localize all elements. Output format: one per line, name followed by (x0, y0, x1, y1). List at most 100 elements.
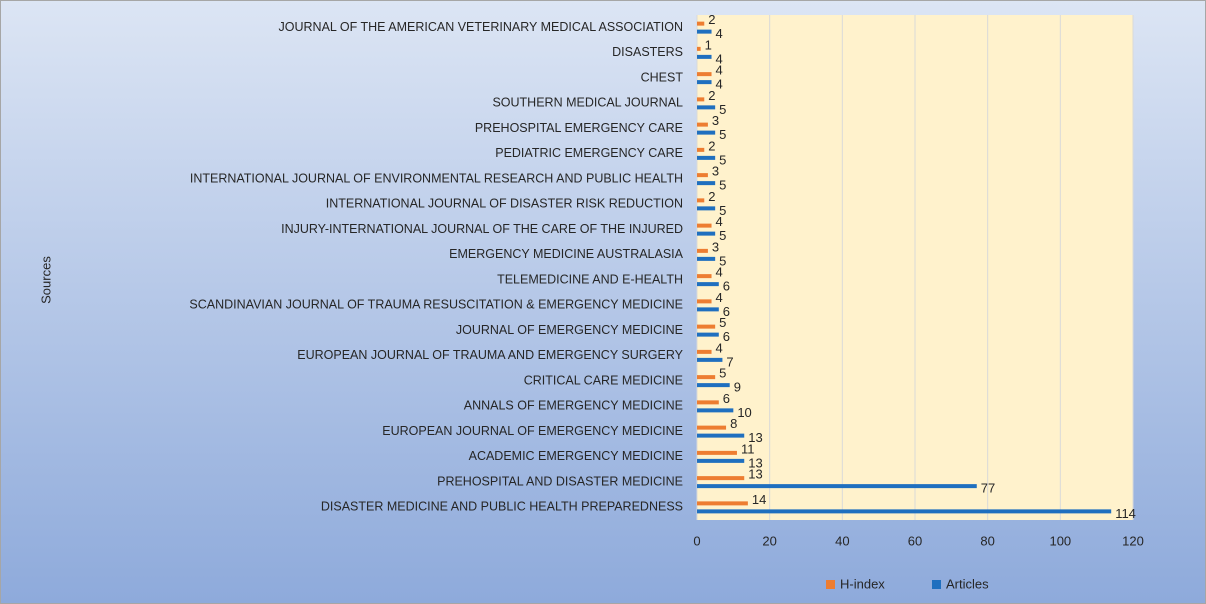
y-tick-label: CHEST (641, 70, 684, 84)
bar (697, 484, 977, 489)
bar (697, 46, 701, 51)
bar (697, 29, 712, 34)
bar (697, 400, 719, 405)
data-label: 5 (719, 366, 726, 381)
legend-label: H-index (840, 576, 885, 591)
y-tick-label: EUROPEAN JOURNAL OF EMERGENCY MEDICINE (382, 424, 683, 438)
data-label: 1 (705, 37, 712, 52)
bar (697, 155, 716, 160)
bar (697, 349, 712, 354)
bar (697, 408, 734, 413)
data-label: 5 (719, 203, 726, 218)
bar (697, 458, 745, 463)
data-label: 3 (712, 164, 719, 179)
data-label: 6 (723, 279, 730, 294)
bar (697, 223, 712, 228)
data-label: 6 (723, 391, 730, 406)
bar (697, 383, 730, 388)
y-tick-label: JOURNAL OF EMERGENCY MEDICINE (456, 323, 683, 337)
bar (697, 72, 712, 77)
data-label: 4 (716, 77, 723, 92)
data-label: 4 (716, 340, 723, 355)
data-label: 5 (719, 228, 726, 243)
data-label: 114 (1115, 506, 1136, 521)
bar (697, 299, 712, 304)
data-label: 3 (712, 113, 719, 128)
y-tick-label: PEDIATRIC EMERGENCY CARE (495, 146, 683, 160)
bar (697, 433, 745, 438)
bar (697, 509, 1112, 514)
y-tick-label: SOUTHERN MEDICAL JOURNAL (492, 96, 683, 110)
data-label: 2 (708, 189, 715, 204)
bar (697, 307, 719, 312)
legend-label: Articles (946, 576, 989, 591)
bar (697, 80, 712, 85)
legend-swatch (826, 580, 835, 589)
bar (697, 274, 712, 279)
data-label: 4 (716, 51, 723, 66)
bar (697, 248, 708, 253)
bar (697, 181, 716, 186)
y-tick-label: INTERNATIONAL JOURNAL OF DISASTER RISK R… (326, 197, 683, 211)
y-tick-label: DISASTER MEDICINE AND PUBLIC HEALTH PREP… (321, 500, 683, 514)
bar (697, 206, 716, 211)
bar (697, 256, 716, 261)
legend-swatch (932, 580, 941, 589)
data-label: 5 (719, 253, 726, 268)
bar (697, 105, 716, 110)
bar (697, 198, 705, 203)
y-tick-label: CRITICAL CARE MEDICINE (524, 373, 683, 387)
y-tick-label: INJURY-INTERNATIONAL JOURNAL OF THE CARE… (281, 222, 683, 236)
bar (697, 97, 705, 102)
bar (697, 375, 716, 380)
y-tick-label: INTERNATIONAL JOURNAL OF ENVIRONMENTAL R… (190, 171, 683, 185)
y-axis-title: Sources (38, 256, 53, 304)
bar (697, 425, 727, 430)
bar (697, 450, 737, 455)
y-tick-label: EUROPEAN JOURNAL OF TRAUMA AND EMERGENCY… (297, 348, 683, 362)
x-tick-label: 20 (762, 533, 776, 548)
data-label: 6 (723, 304, 730, 319)
x-tick-label: 120 (1122, 533, 1144, 548)
bar (697, 130, 716, 135)
data-label: 7 (726, 354, 733, 369)
bar (697, 122, 708, 127)
data-label: 5 (719, 152, 726, 167)
bar (697, 21, 705, 26)
data-label: 5 (719, 178, 726, 193)
bar (697, 476, 745, 481)
y-tick-label: TELEMEDICINE AND E-HEALTH (497, 272, 683, 286)
data-label: 10 (737, 405, 751, 420)
y-tick-label: ANNALS OF EMERGENCY MEDICINE (464, 399, 683, 413)
y-tick-label: JOURNAL OF THE AMERICAN VETERINARY MEDIC… (279, 20, 683, 34)
bar (697, 282, 719, 287)
data-label: 5 (719, 102, 726, 117)
data-label: 9 (734, 380, 741, 395)
data-label: 4 (716, 63, 723, 78)
bar (697, 231, 716, 236)
y-tick-label: SCANDINAVIAN JOURNAL OF TRAUMA RESUSCITA… (189, 298, 683, 312)
data-label: 14 (752, 492, 766, 507)
data-label: 8 (730, 416, 737, 431)
bar (697, 332, 719, 337)
data-label: 5 (719, 127, 726, 142)
data-label: 13 (748, 455, 762, 470)
data-label: 4 (716, 290, 723, 305)
data-label: 4 (716, 265, 723, 280)
bar (697, 173, 708, 178)
data-label: 13 (748, 467, 762, 482)
x-tick-label: 80 (980, 533, 994, 548)
data-label: 4 (716, 26, 723, 41)
data-label: 5 (719, 315, 726, 330)
y-tick-label: EMERGENCY MEDICINE AUSTRALASIA (449, 247, 684, 261)
y-tick-label: DISASTERS (612, 45, 683, 59)
bar (697, 357, 723, 362)
data-label: 13 (748, 430, 762, 445)
x-tick-label: 100 (1049, 533, 1071, 548)
bar (697, 54, 712, 59)
data-label: 11 (741, 441, 755, 456)
data-label: 2 (708, 138, 715, 153)
data-label: 4 (716, 214, 723, 229)
data-label: 2 (708, 88, 715, 103)
